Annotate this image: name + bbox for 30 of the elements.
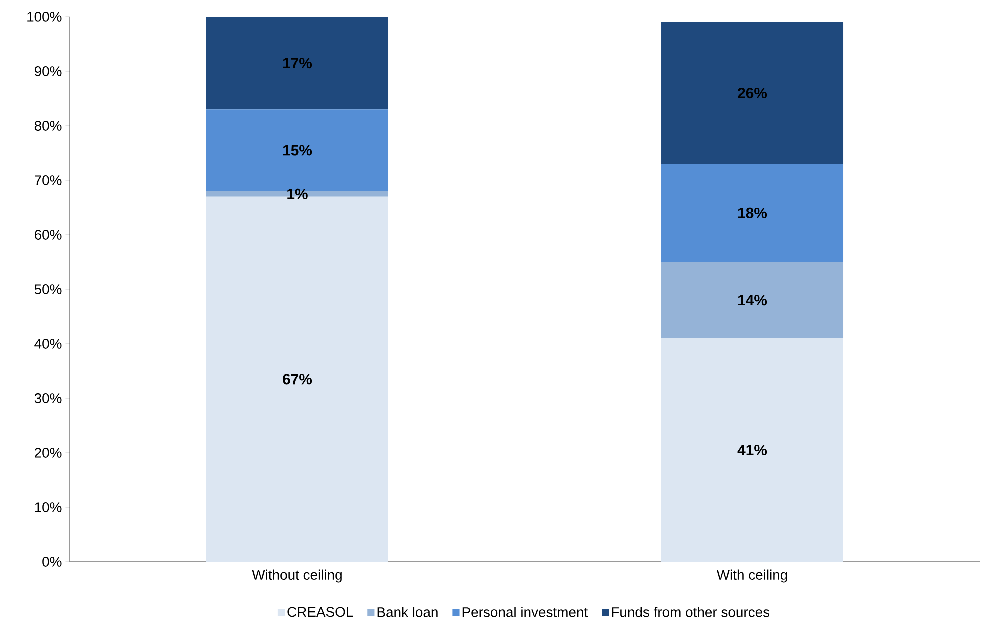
legend-label: CREASOL bbox=[288, 607, 354, 618]
data-label: 41% bbox=[738, 445, 768, 456]
data-label: 17% bbox=[283, 58, 312, 69]
data-label: 1% bbox=[288, 188, 308, 200]
y-tick-label: 50% bbox=[34, 284, 62, 294]
y-tick-label: 30% bbox=[34, 394, 62, 404]
y-tick-label: 20% bbox=[35, 448, 62, 458]
y-tick-label: 80% bbox=[34, 121, 62, 131]
bar bbox=[206, 16, 389, 110]
data-label: 26% bbox=[738, 88, 768, 99]
y-tick-label: 10% bbox=[35, 502, 62, 512]
legend-label: Bank loan bbox=[378, 607, 438, 618]
data-label: 18% bbox=[738, 208, 768, 218]
x-tick-label: With ceiling bbox=[716, 570, 788, 583]
y-tick-label: 70% bbox=[35, 176, 62, 186]
legend-label: Personal investment bbox=[462, 607, 588, 618]
bar bbox=[662, 262, 844, 339]
bar bbox=[662, 338, 844, 562]
data-label: 14% bbox=[738, 295, 768, 306]
data-label: 67% bbox=[283, 374, 312, 385]
x-tick-label: Without ceiling bbox=[252, 570, 342, 583]
y-tick-label: 60% bbox=[35, 230, 62, 240]
y-tick-label: 100% bbox=[28, 12, 62, 22]
bar bbox=[662, 22, 844, 164]
y-tick-label: 40% bbox=[34, 339, 62, 349]
data-label: 15% bbox=[283, 145, 312, 156]
bar bbox=[662, 164, 844, 262]
y-tick-label: 90% bbox=[34, 66, 62, 76]
y-tick-label: 0% bbox=[42, 557, 62, 567]
legend-label: Funds from other sources bbox=[612, 607, 770, 618]
